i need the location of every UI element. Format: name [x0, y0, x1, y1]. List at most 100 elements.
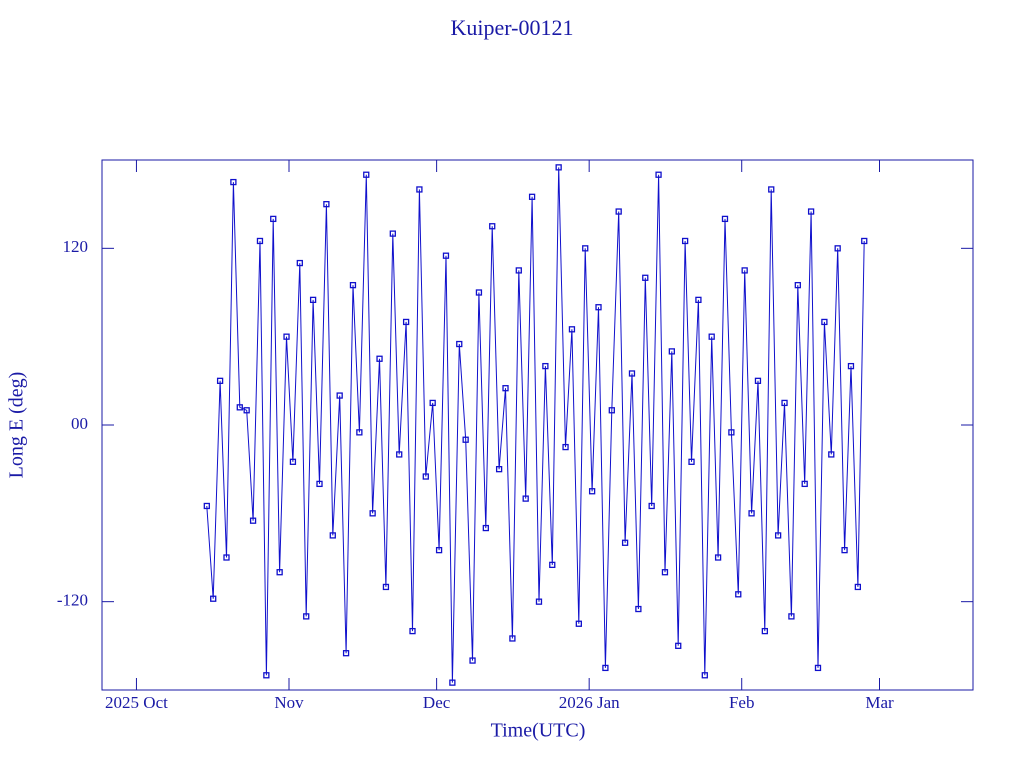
- data-point: [535, 598, 543, 605]
- y-tick-label: 120: [63, 237, 89, 256]
- data-point: [402, 318, 410, 326]
- data-point: [522, 495, 529, 502]
- data-point: [695, 296, 702, 304]
- data-point: [456, 340, 463, 348]
- data-point: [409, 627, 416, 635]
- data-point: [854, 583, 862, 591]
- data-point: [489, 223, 496, 230]
- data-point: [528, 193, 536, 200]
- data-point: [801, 480, 808, 488]
- data-point: [435, 546, 443, 554]
- data-point: [509, 635, 516, 642]
- data-point: [263, 672, 270, 679]
- data-point: [336, 392, 343, 399]
- x-axis-label: Time(UTC): [491, 720, 586, 742]
- data-point: [741, 267, 748, 274]
- data-point: [356, 429, 363, 436]
- plot-area: [203, 164, 868, 686]
- data-point: [223, 554, 230, 561]
- data-point: [342, 650, 350, 657]
- data-point: [814, 664, 822, 672]
- data-point: [329, 532, 336, 539]
- data-point: [203, 502, 210, 510]
- data-point: [575, 620, 582, 627]
- x-tick-label: 2026 Jan: [559, 693, 620, 712]
- data-point: [482, 524, 489, 532]
- data-point: [256, 237, 264, 245]
- data-point: [283, 333, 290, 340]
- y-axis-label: Long E (deg): [6, 372, 28, 479]
- data-point: [828, 451, 835, 458]
- data-point: [210, 595, 217, 602]
- data-point: [216, 377, 224, 384]
- data-point: [774, 532, 782, 539]
- data-point: [309, 296, 317, 304]
- data-point: [422, 473, 429, 480]
- data-point: [376, 355, 383, 362]
- data-point: [768, 186, 775, 193]
- data-point: [748, 510, 755, 517]
- data-point: [515, 267, 522, 274]
- data-point: [661, 569, 669, 576]
- data-point: [303, 613, 310, 620]
- data-point: [788, 613, 795, 620]
- data-point: [675, 642, 682, 649]
- data-point: [276, 569, 283, 576]
- data-point: [549, 561, 556, 569]
- data-point: [249, 517, 257, 524]
- series-line: [206, 167, 865, 683]
- data-point: [382, 583, 390, 591]
- data-point: [296, 259, 303, 267]
- data-point: [323, 201, 330, 208]
- data-point: [429, 399, 436, 407]
- data-point: [243, 407, 250, 414]
- data-point: [389, 230, 396, 237]
- data-point: [728, 429, 735, 436]
- chart-title: Kuiper-00121: [451, 15, 574, 40]
- data-point: [602, 664, 609, 672]
- data-point: [369, 510, 376, 517]
- axes: [101, 159, 974, 691]
- data-point: [781, 399, 788, 407]
- data-point: [628, 370, 636, 377]
- data-point: [349, 281, 357, 289]
- data-point: [363, 171, 370, 178]
- data-point: [861, 237, 868, 245]
- data-point: [236, 404, 243, 411]
- x-tick-label: 2025 Oct: [105, 693, 168, 712]
- data-point: [754, 377, 762, 384]
- y-tick-label: -120: [57, 591, 88, 610]
- data-point: [834, 245, 841, 252]
- data-point: [568, 326, 576, 333]
- data-point: [396, 451, 403, 458]
- data-point: [316, 480, 323, 488]
- data-point: [582, 245, 589, 252]
- data-point: [794, 281, 801, 289]
- data-point: [588, 488, 596, 495]
- data-point: [621, 539, 629, 546]
- data-point: [555, 164, 562, 171]
- data-point: [701, 672, 708, 679]
- y-tick-label: 00: [71, 414, 88, 433]
- data-point: [615, 208, 622, 215]
- data-point: [708, 333, 715, 340]
- data-point: [655, 171, 662, 178]
- data-point: [595, 304, 602, 311]
- data-point: [542, 362, 549, 370]
- x-tick-label: Dec: [423, 693, 451, 712]
- data-point: [648, 502, 655, 510]
- data-point: [688, 458, 695, 465]
- data-point: [635, 605, 642, 613]
- data-point: [562, 443, 569, 451]
- data-point: [807, 208, 815, 215]
- data-point: [761, 627, 768, 635]
- data-point: [608, 407, 615, 414]
- data-point: [230, 178, 237, 186]
- x-tick-label: Nov: [274, 693, 304, 712]
- data-point: [642, 274, 649, 281]
- x-tick-label: Feb: [729, 693, 755, 712]
- data-point: [475, 289, 483, 296]
- data-point: [442, 252, 450, 259]
